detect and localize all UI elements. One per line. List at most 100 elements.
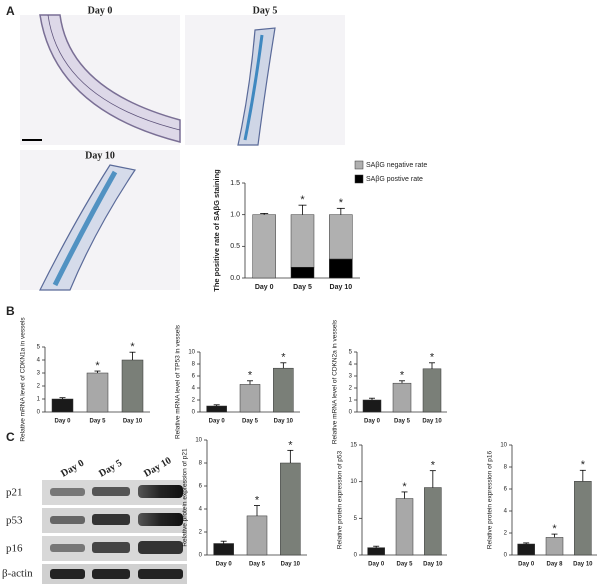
legend-swatch: [354, 160, 364, 170]
x-tick-label: Day 0: [216, 562, 233, 568]
y-tick-label: 8: [504, 465, 508, 471]
panel-letter: C: [6, 430, 15, 444]
bar: [574, 481, 592, 556]
blot-row-label: p53: [6, 515, 23, 527]
y-tick-label: 2: [37, 384, 41, 390]
significance: *: [402, 481, 407, 493]
y-tick-label: 0: [199, 553, 203, 559]
image-label: Day 5: [253, 5, 278, 16]
y-tick-label: 10: [195, 438, 202, 444]
y-tick-label: 5: [37, 345, 41, 351]
significance: *: [552, 523, 557, 535]
y-tick-label: 0: [504, 553, 508, 559]
y-tick-label: 1.5: [230, 180, 240, 187]
bar-segment: [290, 266, 315, 279]
y-axis-label: Relative mRNA level of CDKN1a in vessels: [20, 317, 27, 442]
y-tick-label: 4: [199, 507, 203, 513]
y-tick-label: 0.5: [230, 243, 240, 250]
x-tick-label: Day 8: [546, 562, 563, 568]
bar: [517, 543, 535, 556]
significance: *: [281, 352, 286, 364]
significance: *: [430, 352, 435, 364]
x-tick-label: Day 5: [242, 419, 259, 425]
bar: [424, 487, 442, 556]
y-tick-label: 1.0: [230, 212, 240, 219]
x-tick-label: Day 0: [368, 562, 385, 568]
x-tick-label: Day 5: [396, 562, 413, 568]
bar: [362, 399, 382, 413]
panel-letter: B: [6, 304, 15, 318]
blot: [42, 480, 187, 584]
significance: *: [581, 459, 586, 471]
y-tick-label: 6: [199, 484, 203, 490]
y-tick-label: 4: [37, 358, 41, 364]
blot-column-label: Day 10: [142, 455, 173, 479]
x-tick-label: Day 0: [518, 562, 535, 568]
y-tick-label: 2: [192, 398, 196, 404]
legend-swatch: [354, 174, 364, 184]
y-tick-label: 5: [354, 516, 358, 522]
y-tick-label: 0: [37, 410, 41, 416]
bar: [121, 359, 144, 413]
y-tick-label: 3: [349, 374, 353, 380]
bar: [86, 372, 109, 413]
x-tick-label: Day 5: [293, 284, 312, 291]
y-tick-label: 6: [192, 374, 196, 380]
significance: *: [431, 460, 436, 472]
y-axis-label: Relative protein expression of p16: [487, 450, 494, 549]
x-tick-label: Day 10: [573, 562, 593, 568]
x-tick-label: Day 10: [281, 562, 301, 568]
y-axis-label: Relative protein expression of p53: [337, 450, 344, 549]
significance: *: [248, 370, 253, 382]
x-tick-label: Day 0: [364, 419, 381, 425]
y-tick-label: 0: [354, 553, 358, 559]
y-tick-label: 0.0: [230, 275, 240, 282]
y-tick-label: 8: [199, 461, 203, 467]
histology-image: [20, 150, 180, 291]
legend-label: SAβG negative rate: [366, 162, 427, 169]
panel-letter: A: [6, 4, 15, 18]
bar: [545, 537, 564, 556]
y-tick-label: 4: [349, 362, 353, 368]
x-tick-label: Day 0: [255, 284, 274, 291]
x-tick-label: Day 5: [89, 419, 106, 425]
y-tick-label: 1: [37, 397, 41, 403]
bar: [51, 398, 74, 413]
bar-segment: [329, 258, 353, 279]
significance: *: [288, 439, 293, 451]
y-axis-label: Relative protein expression of p21: [182, 448, 189, 547]
significance: *: [130, 341, 135, 353]
bar-segment: [252, 214, 276, 279]
histology-image: [185, 15, 345, 146]
x-tick-label: Day 10: [330, 284, 353, 291]
bar: [395, 498, 414, 556]
blot-row-label: p21: [6, 487, 23, 499]
y-tick-label: 0: [349, 410, 353, 416]
significance: *: [255, 494, 260, 506]
bar: [239, 384, 261, 413]
y-tick-label: 2: [199, 530, 203, 536]
bar: [367, 547, 385, 556]
significance: *: [339, 197, 344, 209]
bar-segment: [329, 214, 353, 260]
y-axis-label: Relative mRNA level of CDKN2a in vessels: [332, 319, 339, 444]
y-axis-label: The positive rate of SAβG staining: [212, 169, 221, 292]
bar: [206, 405, 227, 413]
y-tick-label: 4: [192, 386, 196, 392]
bar: [213, 543, 234, 556]
y-tick-label: 5: [349, 350, 353, 356]
image-label: Day 0: [88, 5, 113, 16]
y-tick-label: 4: [504, 509, 508, 515]
x-tick-label: Day 5: [394, 419, 411, 425]
y-tick-label: 10: [500, 443, 507, 449]
significance: *: [400, 370, 405, 382]
significance: *: [300, 194, 305, 206]
y-tick-label: 0: [192, 410, 196, 416]
blot-row-label: p16: [6, 543, 23, 555]
bar: [392, 382, 412, 413]
image-label: Day 10: [85, 150, 115, 161]
blot-column-label: Day 0: [59, 458, 86, 480]
y-tick-label: 15: [350, 443, 357, 449]
x-tick-label: Day 0: [54, 419, 71, 425]
